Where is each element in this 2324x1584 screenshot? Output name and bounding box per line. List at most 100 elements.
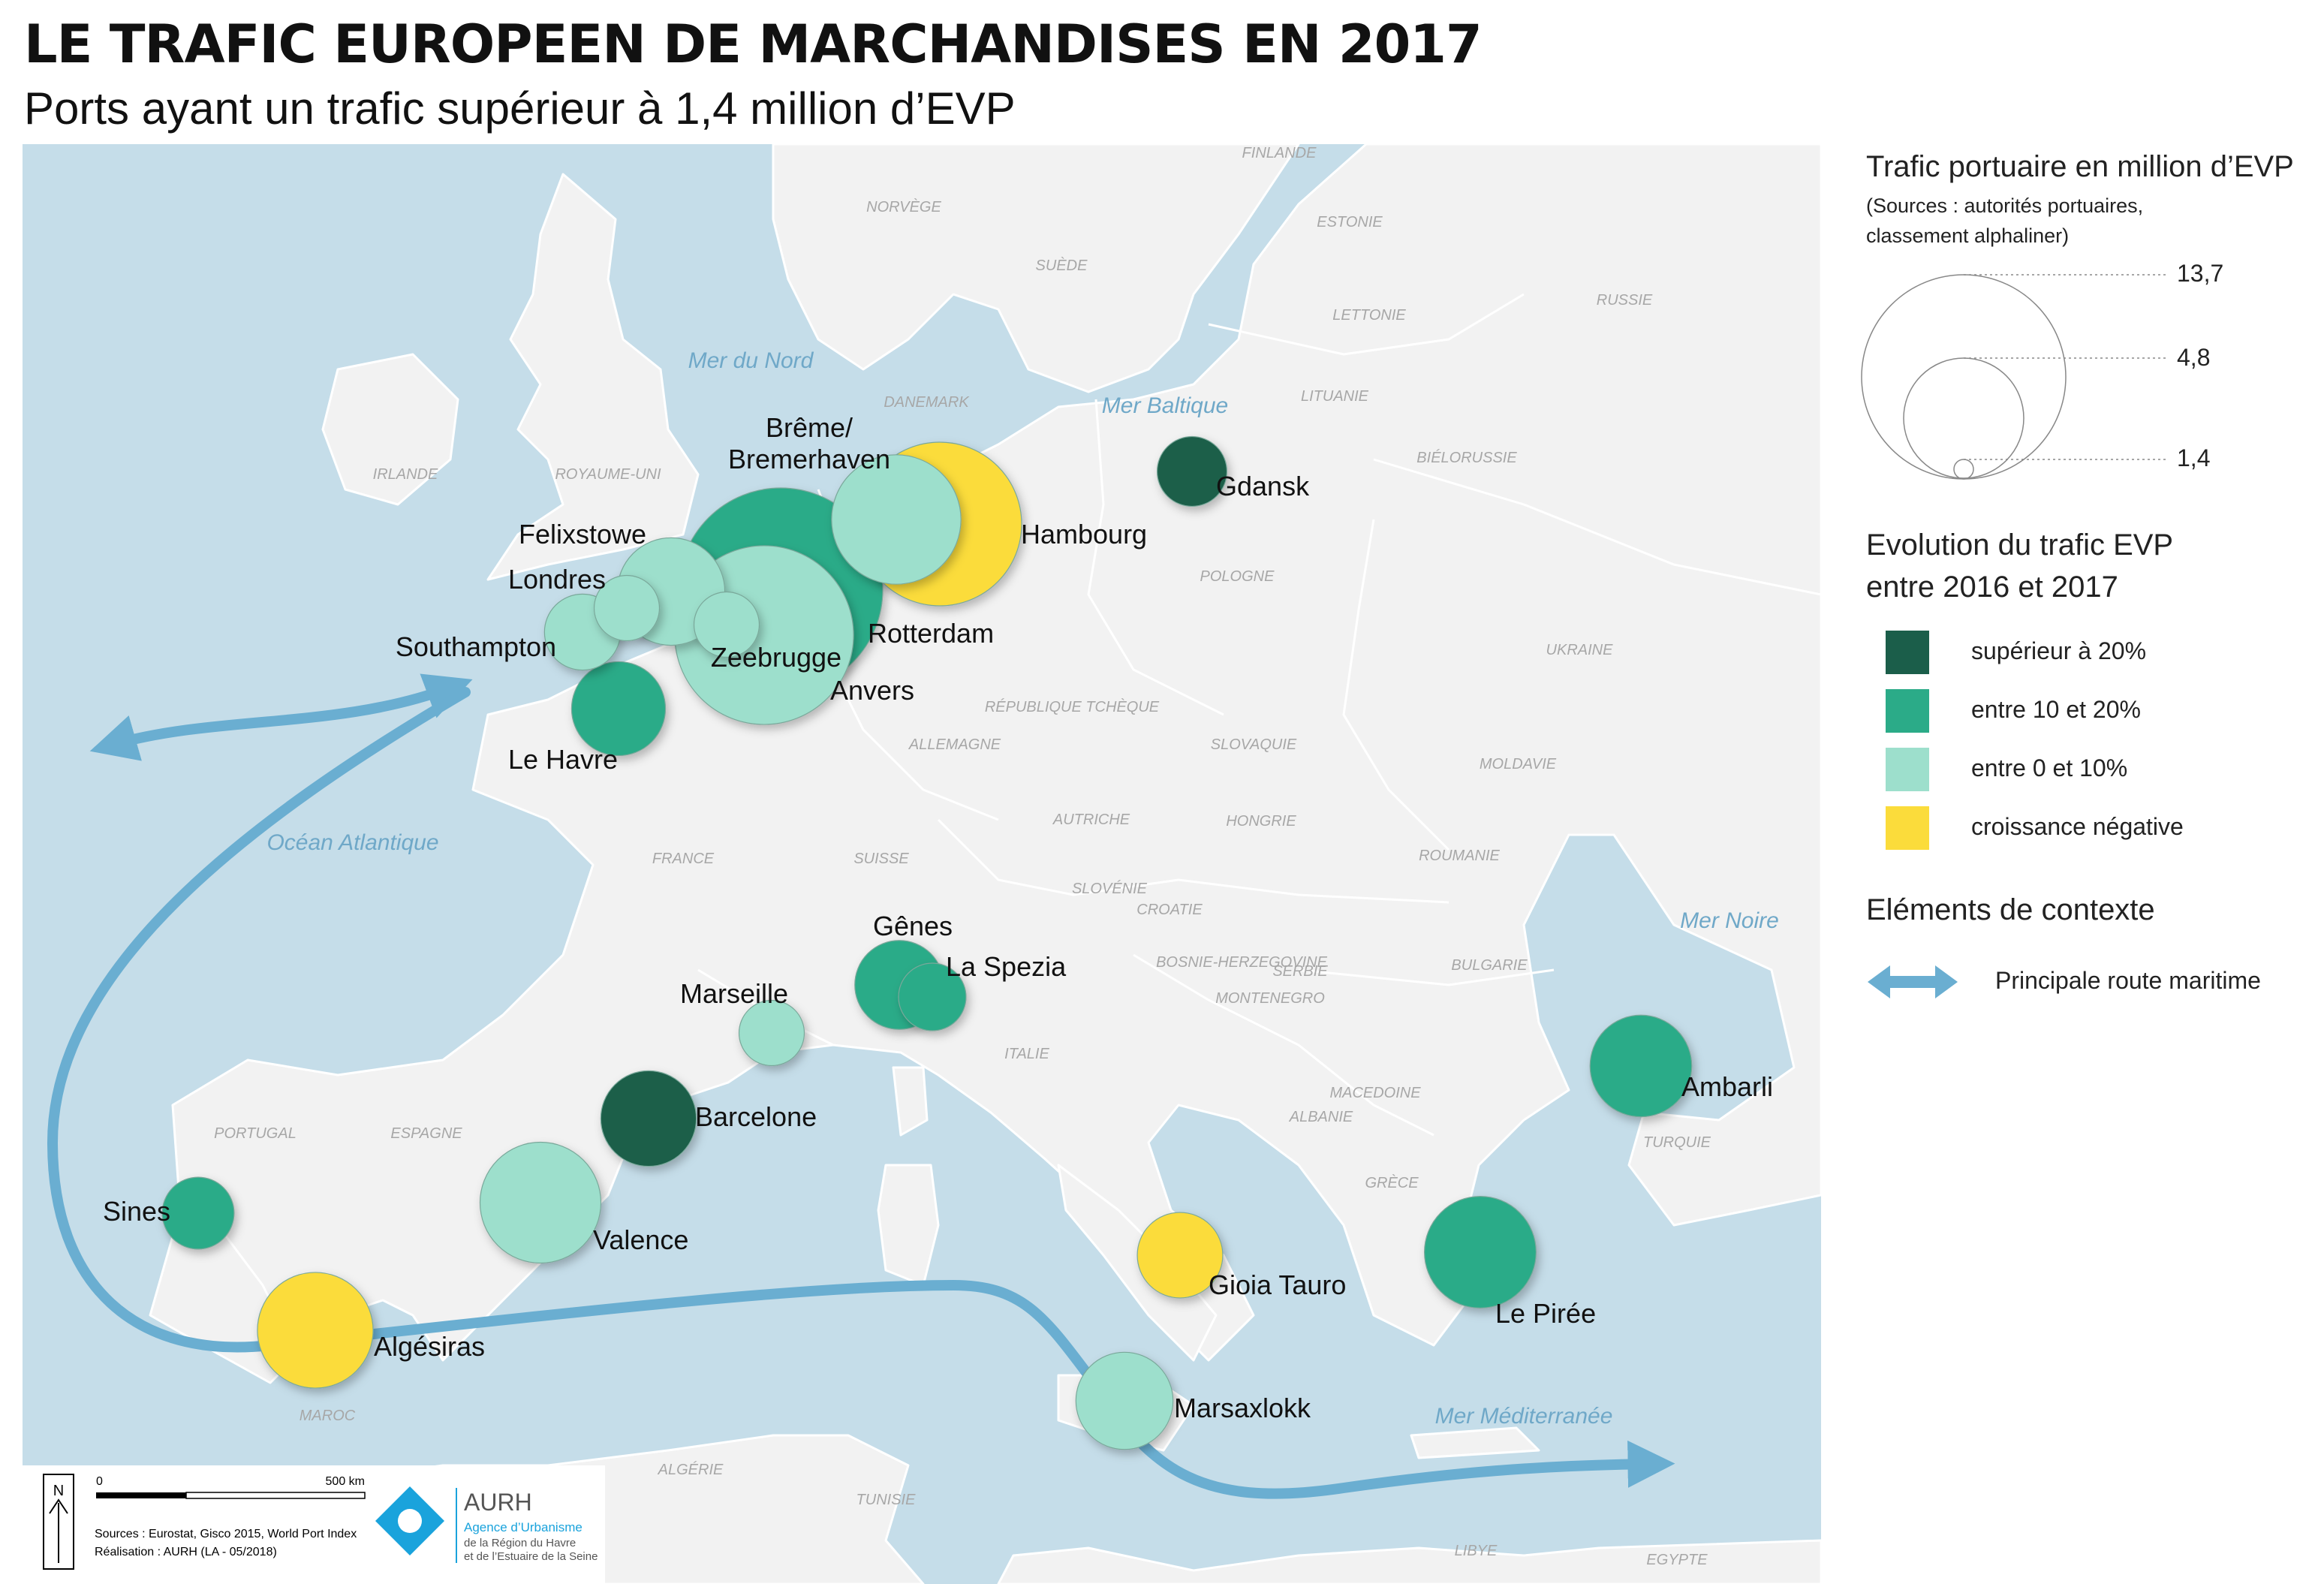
- country-label: SUÈDE: [1036, 257, 1088, 274]
- legend-evolution-title-2: entre 2016 et 2017: [1866, 571, 2118, 604]
- port-label: Gdansk: [1216, 471, 1310, 501]
- port-circle: [1156, 435, 1228, 507]
- country-label: POLOGNE: [1200, 568, 1275, 585]
- sea-label: Mer Noire: [1680, 908, 1779, 933]
- port-label: Southampton: [396, 631, 556, 662]
- country-labels: FINLANDE NORVÈGE ESTONIE SUÈDE LETTONIE RUSSI…: [214, 145, 1711, 1568]
- legend-size-source-2: classement alphaliner): [1866, 224, 2070, 247]
- country-label: MONTENEGRO: [1215, 990, 1325, 1007]
- border-line: [1208, 293, 1525, 356]
- country-label: SUISSE: [853, 851, 909, 867]
- country-label: ALLEMAGNE: [908, 736, 1001, 753]
- country-label: BULGARIE: [1451, 957, 1528, 974]
- country-label: FINLANDE: [1242, 145, 1317, 161]
- port-label: Marseille: [680, 978, 788, 1009]
- country-label: PORTUGAL: [214, 1125, 297, 1142]
- country-label: RÉPUBLIQUE TCHÈQUE: [985, 698, 1160, 715]
- port-circle: [1136, 1212, 1224, 1299]
- port-circle: [738, 999, 805, 1067]
- scale-bar-white: [185, 1492, 366, 1499]
- country-label: EGYPTE: [1646, 1552, 1708, 1568]
- legend-size-source-1: (Sources : autorités portuaires,: [1866, 194, 2144, 217]
- port-circle: [898, 962, 967, 1031]
- realisation-text: Réalisation : AURH (LA - 05/2018): [95, 1546, 277, 1558]
- port-label: Algésiras: [374, 1331, 485, 1362]
- country-label: MOLDAVIE: [1480, 756, 1557, 772]
- country-label: ROYAUME-UNI: [555, 466, 661, 483]
- port-labels: Rotterdam Anvers Hambourg Brême/Bremerhaven…: [103, 412, 1773, 1423]
- legend-size-title: Trafic portuaire en million d’EVP: [1866, 150, 2294, 183]
- legend-class-label: croissance négative: [1971, 813, 2184, 840]
- country-label: FRANCE: [652, 851, 715, 867]
- country-label: ALBANIE: [1289, 1109, 1353, 1125]
- country-label: LITUANIE: [1301, 388, 1369, 405]
- port-label: Valence: [593, 1224, 688, 1255]
- legend-route-icon: [1868, 965, 1958, 998]
- country-label: LETTONIE: [1332, 307, 1406, 324]
- country-label: SLOVÉNIE: [1072, 880, 1148, 897]
- legend-size-value-large: 13,7: [2177, 260, 2224, 287]
- border-line: [1298, 968, 1555, 986]
- port-label: Rotterdam: [868, 618, 994, 649]
- map-title: LE TRAFIC EUROPEEN DE MARCHANDISES EN 20…: [24, 14, 1483, 75]
- border-line: [1373, 458, 1821, 596]
- port-circle: [257, 1272, 374, 1389]
- border-line: [1133, 953, 1434, 1137]
- legend-swatch: [1886, 806, 1929, 850]
- aurh-name: AURH: [464, 1489, 532, 1516]
- port-label: Londres: [508, 564, 606, 595]
- legend-size-value-medium: 4,8: [2177, 344, 2211, 371]
- port-label: Le Pirée: [1495, 1298, 1596, 1329]
- country-label: LIBYE: [1455, 1543, 1498, 1559]
- land-continent: [149, 144, 1821, 1384]
- border-line: [937, 818, 1449, 904]
- country-label: GRÈCE: [1365, 1174, 1419, 1191]
- north-label: N: [53, 1483, 64, 1499]
- port-label: Hambourg: [1021, 519, 1147, 550]
- legend-context-title: Eléments de contexte: [1866, 893, 2155, 926]
- country-label: HONGRIE: [1226, 813, 1296, 830]
- country-label: BOSNIE-HERZEGOVINE: [1156, 954, 1327, 971]
- ports-layer: [161, 435, 1693, 1450]
- aurh-line1: Agence d’Urbanisme: [464, 1520, 583, 1534]
- sources-text: Sources : Eurostat, Gisco 2015, World Po…: [95, 1528, 357, 1540]
- land-crete: [1410, 1426, 1540, 1459]
- country-label: TUNISIE: [856, 1492, 917, 1508]
- legend-size-value-small: 1,4: [2177, 444, 2211, 471]
- country-label: CROATIE: [1136, 902, 1203, 918]
- port-circle: [1075, 1351, 1174, 1450]
- legend-class-label: entre 10 et 20%: [1971, 696, 2141, 723]
- sea-label: Mer Baltique: [1102, 393, 1228, 418]
- port-circle: [600, 1070, 697, 1167]
- port-circle: [570, 661, 667, 757]
- legend-swatch: [1886, 689, 1929, 733]
- aurh-logo: AURH Agence d’Urbanisme de la Région du Ha…: [375, 1486, 598, 1563]
- country-label: ROUMANIE: [1419, 848, 1500, 864]
- country-label: TURQUIE: [1643, 1134, 1711, 1151]
- port-label: Sines: [103, 1196, 170, 1227]
- port-circle: [479, 1141, 602, 1264]
- port-label: Anvers: [830, 675, 914, 706]
- country-label: RUSSIE: [1597, 292, 1653, 309]
- legend-size-circle-large: [1861, 274, 2067, 480]
- border-line: [1087, 399, 1224, 716]
- country-label: MAROC: [300, 1408, 356, 1424]
- country-label: DANEMARK: [884, 394, 970, 411]
- map-subtitle: Ports ayant un trafic supérieur à 1,4 mi…: [24, 83, 1016, 134]
- port-circle: [593, 574, 661, 642]
- land-corsica: [892, 1066, 929, 1137]
- port-label: Barcelone: [695, 1101, 817, 1132]
- legend-route-label: Principale route maritime: [1995, 967, 2261, 994]
- legend-size-circles: [1861, 274, 2168, 480]
- port-circle: [831, 454, 962, 585]
- legend-size-circle-medium: [1903, 357, 2024, 479]
- port-label: La Spezia: [946, 951, 1067, 982]
- port-circle: [1424, 1196, 1537, 1308]
- country-label: ESPAGNE: [390, 1125, 462, 1142]
- port-circle: [1589, 1014, 1693, 1118]
- port-label: Felixstowe: [519, 519, 646, 550]
- legend-swatch: [1886, 631, 1929, 674]
- country-label: ITALIE: [1004, 1046, 1049, 1062]
- aurh-line3: et de l’Estuaire de la Seine: [464, 1550, 598, 1563]
- port-label: Ambarli: [1681, 1071, 1773, 1102]
